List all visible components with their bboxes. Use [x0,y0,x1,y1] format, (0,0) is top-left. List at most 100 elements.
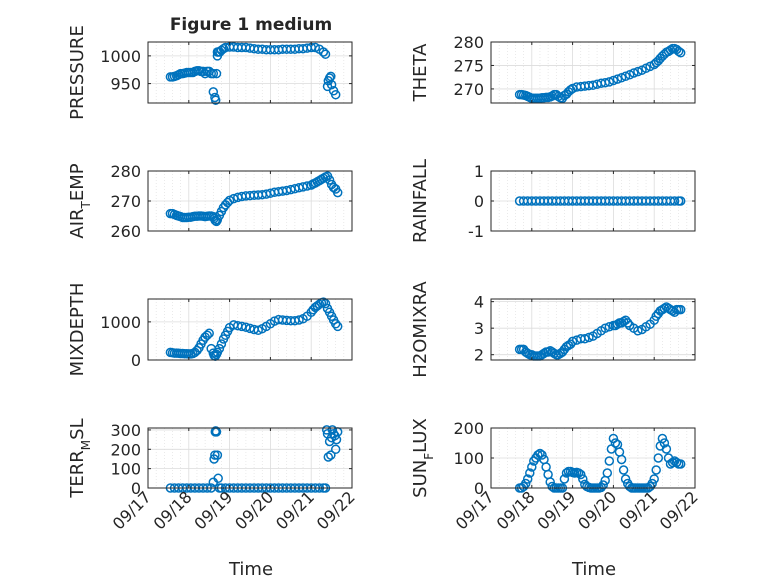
y-tick-label: 1 [474,162,484,181]
data-point [578,474,588,484]
data-point [616,454,627,465]
x-axis-label-left: Time [228,559,273,580]
data-point [326,450,336,460]
data-point [216,339,227,349]
y-tick-label: 280 [110,162,141,181]
data-point [659,303,670,314]
data-point [330,89,341,100]
x-axis-label-right: Time [571,559,616,580]
data-point [332,321,343,332]
data-point [633,326,643,336]
y-tick-label: 3 [474,319,484,338]
y-axis-label: THETA [410,43,431,103]
data-point [633,66,643,77]
data-point [213,473,223,484]
data-point [620,71,631,82]
plot-area [148,428,352,488]
y-tick-label: -1 [468,222,484,241]
data-point [294,315,304,325]
y-tick-label: 0 [474,192,484,211]
data-point [620,474,631,484]
axes-box [147,41,353,104]
data-point [525,468,535,478]
y-axis-label: TERRMSL [67,418,93,498]
data-point [576,469,586,480]
data-point [659,438,670,448]
y-tick-label: 200 [453,419,484,438]
data-point [669,196,680,206]
data-point [327,425,338,435]
data-point [610,438,621,448]
y-axis-label: SUNFLUX [410,418,436,498]
data-point [675,304,686,315]
subplot-mixdepth: 0 1000 MIXDEPTH [67,283,353,377]
data-point [671,457,682,468]
data-point [653,453,664,463]
data-point [622,318,633,328]
y-tick-label: 4 [474,293,484,312]
data-point [661,444,672,454]
y-tick-label: 1000 [100,313,141,332]
data-point [537,450,547,460]
data-point [208,87,219,97]
data-point [600,323,610,333]
data-point [598,480,608,490]
data-point [324,73,335,83]
y-tick-label: 200 [110,440,141,459]
data-point [211,68,222,79]
axes-box [490,41,696,104]
data-point [596,482,606,493]
y-axis-label: PRESSURE [67,25,88,120]
y-tick-label: 270 [110,192,141,211]
data-point [324,175,335,185]
data-point [649,474,659,484]
data-point [202,330,212,340]
data-point [320,49,331,59]
data-point [210,95,221,105]
data-point [580,334,590,344]
data-point [214,343,225,354]
subplot-h2omixra: 2 3 4 H2OMIXRA [410,281,696,378]
y-tick-label: 275 [453,56,484,75]
data-point [302,181,312,191]
y-tick-label: 950 [110,75,141,94]
y-tick-label: 280 [453,33,484,52]
data-point [208,68,219,79]
subplot-pressure: 950 1000 PRESSURE [67,25,353,120]
figure-title: Figure 1 medium [170,15,332,35]
subplot-air_temp: 260 270 280 AIRTEMP [67,162,353,241]
data-point [584,332,594,343]
data-point [330,444,341,455]
axes-box [147,427,353,489]
data-point [204,328,214,339]
data-point [675,48,686,58]
data-point [212,450,223,460]
data-point [602,468,613,478]
y-tick-label: 1000 [100,47,141,66]
data-point [543,347,553,357]
y-axis-label: RAINFALL [410,159,431,243]
y-axis-label: AIRTEMP [67,163,93,238]
data-point [604,322,615,332]
y-axis-label: MIXDEPTH [67,283,88,377]
data-point [616,72,627,83]
data-point [321,425,332,435]
data-point [522,348,533,359]
data-point [522,474,533,484]
y-tick-label: 100 [110,460,141,479]
data-point [241,322,251,332]
data-point [527,462,537,472]
y-tick-label: 2 [474,346,484,365]
data-point [559,474,570,484]
data-point [604,77,615,87]
data-point [533,450,543,460]
data-point [612,74,623,84]
y-tick-label: 260 [110,222,141,241]
data-point [318,47,329,57]
y-tick-label: 0 [474,479,484,498]
data-point [330,319,341,329]
y-tick-label: 0 [131,479,141,498]
subplot-rainfall: -1 0 1 RAINFALL [410,159,696,243]
